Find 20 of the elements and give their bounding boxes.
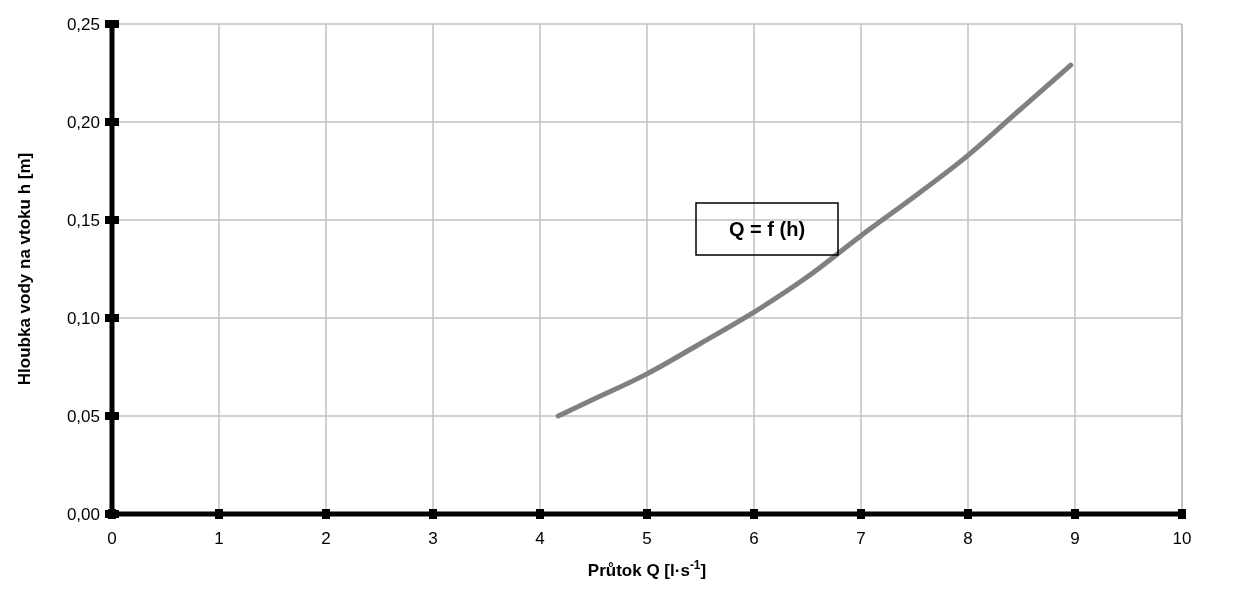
y-tick-label: 0,10 (66, 309, 100, 328)
x-tick-label: 4 (535, 529, 545, 548)
x-tick-label: 2 (321, 529, 331, 548)
x-tick-label: 8 (963, 529, 973, 548)
y-tick-label: 0,20 (66, 113, 100, 132)
y-tick-label: 0,15 (66, 211, 100, 230)
y-tick-label: 0,25 (66, 15, 100, 34)
x-tick-label: 9 (1070, 529, 1080, 548)
x-tick-label: 6 (749, 529, 759, 548)
x-tick-label: 3 (428, 529, 438, 548)
annotation: Q = f (h) (728, 218, 806, 240)
x-tick-label: 7 (856, 529, 866, 548)
x-tick-label: 1 (214, 529, 224, 548)
x-axis-title: Průtok Q [l·s$^{-1}$] (587, 558, 707, 580)
x-tick-label: 0 (107, 529, 117, 548)
x-tick-label: 5 (642, 529, 652, 548)
y-axis-title: Hloubka vody na vtoku h [m] (15, 152, 34, 386)
y-tick-label: 0,00 (66, 505, 100, 524)
y-tick-label: 0,05 (66, 407, 100, 426)
x-tick-label: 10 (1172, 529, 1192, 548)
